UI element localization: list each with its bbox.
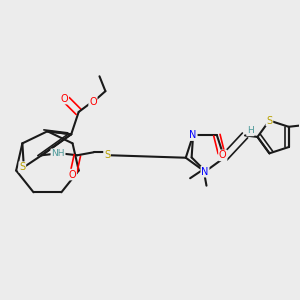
Text: N: N	[189, 130, 197, 140]
Text: S: S	[104, 150, 110, 160]
Text: H: H	[247, 127, 254, 136]
Text: S: S	[266, 116, 272, 125]
Text: S: S	[19, 162, 26, 172]
Text: O: O	[89, 97, 97, 106]
Text: O: O	[219, 150, 226, 160]
Text: O: O	[68, 169, 76, 180]
Text: NH: NH	[51, 149, 65, 158]
Text: N: N	[201, 167, 209, 177]
Text: O: O	[61, 94, 68, 103]
